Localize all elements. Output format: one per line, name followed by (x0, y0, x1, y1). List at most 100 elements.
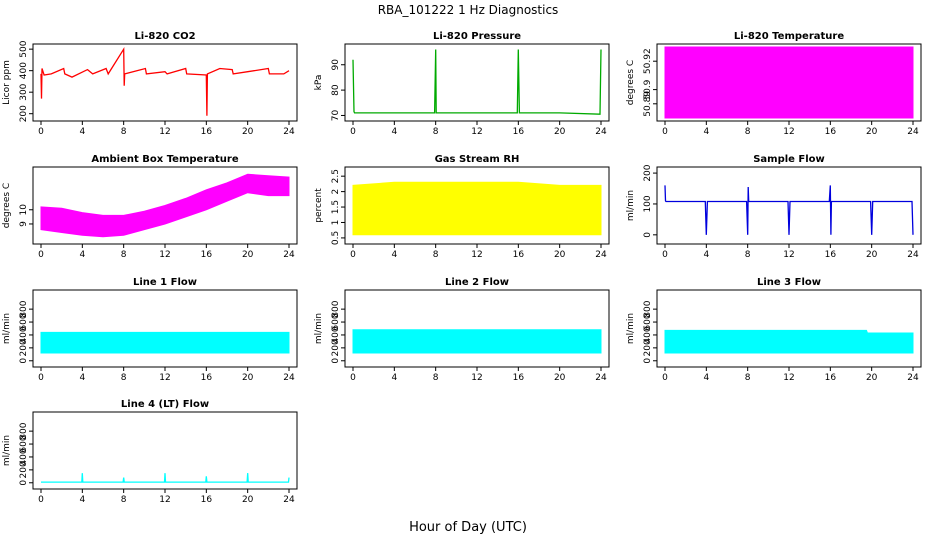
y-axis: 0.5 1 1.5 2 2.5 (331, 169, 345, 245)
series-line (40, 46, 290, 116)
plot-frame (344, 43, 610, 122)
y-tick-label: 2 (331, 189, 341, 195)
y-tick-label: 50.9 (643, 79, 653, 99)
x-tick-label: 16 (201, 373, 213, 383)
y-tick-label: 600 (331, 313, 341, 330)
y-tick-label: 300 (19, 83, 29, 100)
chart-panel: Ambient Box Temperature degrees C 0 4 8 12 16 2… (2, 154, 298, 260)
x-tick-label: 12 (783, 373, 794, 383)
x-tick-label: 20 (554, 250, 566, 260)
x-tick-label: 24 (283, 373, 295, 383)
x-tick-label: 12 (783, 250, 794, 260)
y-axis: 70 80 90 (331, 59, 345, 121)
y-tick-label: 70 (331, 109, 341, 121)
x-tick-label: 0 (38, 373, 44, 383)
x-tick-label: 12 (159, 127, 170, 137)
y-tick-label: 90 (331, 59, 341, 71)
x-tick-label: 0 (350, 250, 356, 260)
x-tick-label: 24 (595, 250, 607, 260)
y-tick-label: 0 (643, 232, 653, 238)
x-tick-label: 8 (121, 495, 127, 505)
series-band (40, 173, 290, 238)
x-tick-label: 24 (907, 250, 919, 260)
x-tick-label: 16 (825, 250, 837, 260)
y-axis: 9 10 (19, 204, 33, 227)
plot-frame (344, 289, 610, 368)
y-tick-label: 400 (331, 326, 341, 343)
x-tick-label: 12 (159, 250, 170, 260)
chart-panel: Line 4 (LT) Flow ml/min 0 4 8 12 16 20 24 0 200400… (2, 399, 298, 505)
x-tick-label: 16 (825, 373, 837, 383)
x-tick-label: 24 (595, 127, 607, 137)
x-axis: 0 4 8 12 16 20 24 (662, 121, 919, 137)
y-tick-label: 9 (19, 221, 29, 227)
y-tick-label: 400 (643, 326, 653, 343)
x-tick-label: 24 (907, 127, 919, 137)
chart-panel: Line 1 Flow ml/min 0 4 8 12 16 20 24 0 20040060080… (2, 277, 298, 383)
series-band (40, 331, 290, 354)
x-tick-label: 24 (283, 250, 295, 260)
plot-frame (656, 289, 922, 368)
x-tick-label: 0 (350, 127, 356, 137)
series-line (664, 185, 914, 235)
y-axis-label: kPa (314, 75, 324, 91)
x-tick-label: 16 (513, 373, 525, 383)
x-tick-label: 12 (159, 495, 170, 505)
x-tick-label: 12 (783, 127, 794, 137)
x-tick-label: 16 (201, 495, 213, 505)
chart-title: Line 1 Flow (133, 277, 197, 288)
chart-panel: Li-820 Temperature degrees C 0 4 8 12 16 20 24 50… (626, 31, 922, 137)
x-tick-label: 20 (866, 373, 878, 383)
x-axis: 0 4 8 12 16 20 24 (38, 489, 295, 505)
x-tick-label: 8 (433, 250, 439, 260)
x-tick-label: 20 (554, 127, 566, 137)
y-tick-label: 600 (19, 313, 29, 330)
data-series (352, 329, 602, 354)
x-tick-label: 16 (201, 127, 213, 137)
x-tick-label: 4 (703, 127, 709, 137)
plot-frame (32, 43, 298, 122)
data-series (664, 46, 914, 119)
y-tick-label: 0 (331, 358, 341, 364)
figure-title: RBA_101222 1 Hz Diagnostics (378, 3, 559, 17)
y-axis-label: ml/min (626, 190, 636, 221)
data-series (664, 329, 914, 354)
y-tick-label: 200 (19, 461, 29, 478)
y-tick-label: 0 (19, 358, 29, 364)
x-tick-label: 8 (433, 127, 439, 137)
y-axis-label: degrees C (2, 183, 12, 228)
x-tick-label: 0 (350, 373, 356, 383)
y-tick-label: 800 (643, 300, 653, 317)
y-tick-label: 600 (643, 313, 653, 330)
x-tick-label: 0 (662, 250, 668, 260)
x-tick-label: 12 (471, 127, 482, 137)
chart-title: Line 2 Flow (445, 277, 509, 288)
y-tick-label: 1.5 (331, 200, 341, 214)
series-area (664, 46, 914, 119)
chart-panel: Sample Flow ml/min 0 4 8 12 16 20 24 0 100 200 (626, 154, 922, 260)
x-tick-label: 24 (283, 495, 295, 505)
x-tick-label: 8 (745, 127, 751, 137)
y-tick-label: 400 (19, 326, 29, 343)
y-tick-label: 800 (19, 300, 29, 317)
y-tick-label: 50.89 (643, 91, 653, 117)
x-axis: 0 4 8 12 16 20 24 (38, 121, 295, 137)
x-tick-label: 4 (391, 127, 397, 137)
chart-panel: Li-820 Pressure kPa 0 4 8 12 16 20 24 70 80 90 (314, 31, 610, 137)
x-tick-label: 4 (79, 373, 85, 383)
data-series (40, 46, 290, 116)
x-tick-label: 0 (38, 127, 44, 137)
chart-panel: Gas Stream RH percent 0 4 8 12 16 20 24 0.5 1 1.5 2 2… (314, 154, 610, 260)
series-band (664, 329, 914, 354)
x-tick-label: 16 (513, 127, 525, 137)
x-tick-label: 20 (242, 127, 254, 137)
chart-title: Ambient Box Temperature (91, 154, 238, 165)
y-tick-label: 500 (19, 40, 29, 57)
x-tick-label: 0 (38, 250, 44, 260)
x-tick-label: 0 (662, 127, 668, 137)
x-tick-label: 4 (391, 373, 397, 383)
